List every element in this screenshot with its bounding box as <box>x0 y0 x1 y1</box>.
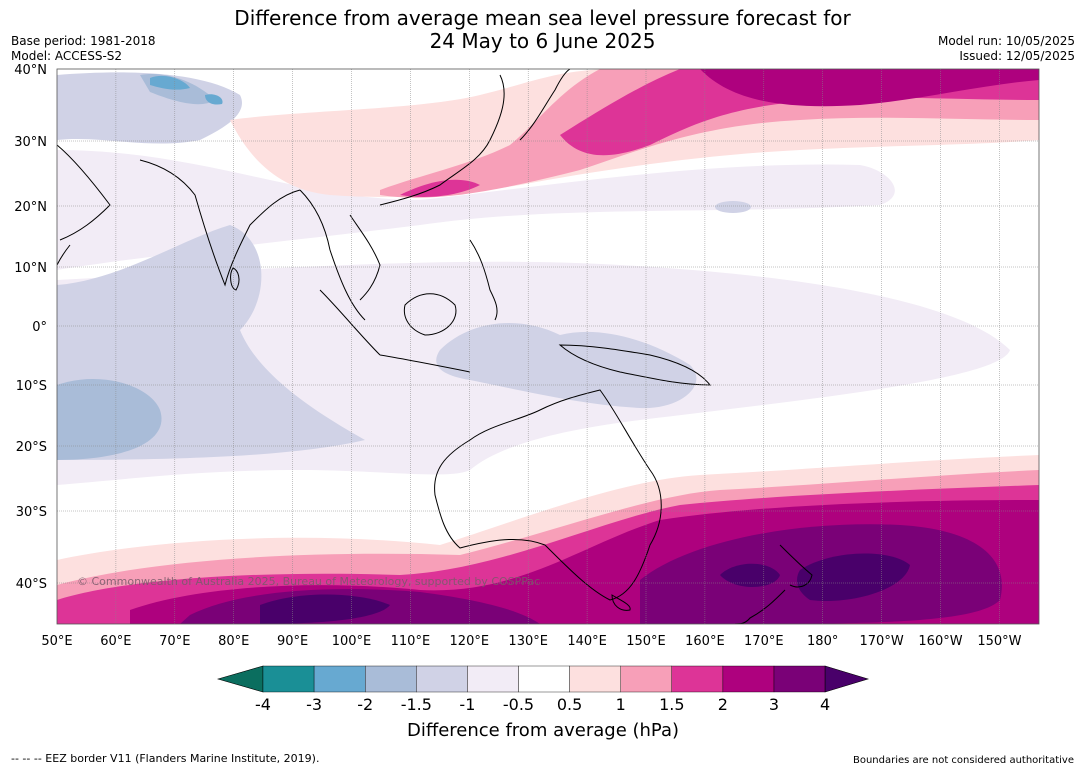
lon-label: 120°E <box>450 634 490 649</box>
lon-label: 150°W <box>977 634 1021 649</box>
lon-label: 170°E <box>744 634 784 649</box>
colorbar-segment <box>313 665 366 693</box>
colorbar-low-arrow <box>216 665 264 693</box>
lon-label: 50°E <box>41 634 72 649</box>
lon-label: 150°E <box>626 634 666 649</box>
pressure-anomaly-field <box>57 69 1039 624</box>
lon-label: 180° <box>807 634 838 649</box>
lon-label: 160°W <box>918 634 962 649</box>
colorbar-segment <box>722 665 775 693</box>
colorbar-segment <box>569 665 621 693</box>
eez-note: -- -- -- EEZ border V11 (Flanders Marine… <box>11 752 319 765</box>
map-title-line-1: Difference from average mean sea level p… <box>234 6 851 30</box>
map-title-line-2: 24 May to 6 June 2025 <box>429 29 656 53</box>
lon-label: 60°E <box>100 634 131 649</box>
lon-label: 130°E <box>508 634 548 649</box>
lon-label: 170°W <box>860 634 904 649</box>
lon-label: 160°E <box>685 634 725 649</box>
colorbar-tick: -2 <box>357 695 373 714</box>
lat-label: 20°S <box>16 440 47 455</box>
colorbar-tick: -3 <box>306 695 322 714</box>
colorbar-tick: 1 <box>616 695 626 714</box>
lat-label: 10°S <box>16 379 47 394</box>
colorbar-title: Difference from average (hPa) <box>407 720 679 741</box>
axis-labels: 50°E 60°E 70°E 80°E 90°E 100°E 110°E 120°E 130°E… <box>14 63 1021 649</box>
graticule <box>57 69 1039 624</box>
lat-label: 0° <box>32 320 47 335</box>
colorbar-tick: 2 <box>718 695 728 714</box>
colorbar-tick: -4 <box>255 695 271 714</box>
colorbar: -4 -3 -2 -1.5 -1 -0.5 0.5 1 1.5 2 3 4 <box>216 665 870 714</box>
colorbar-segment <box>671 665 724 693</box>
colorbar-tick: -0.5 <box>503 695 534 714</box>
colorbar-tick: -1.5 <box>401 695 432 714</box>
colorbar-high-arrow <box>824 665 870 693</box>
colorbar-tick: 1.5 <box>659 695 684 714</box>
colorbar-segment <box>365 665 417 693</box>
colorbar-tick: 3 <box>769 695 779 714</box>
copyright-text: © Commonwealth of Australia 2025, Bureau… <box>77 575 540 588</box>
lat-label: 40°N <box>14 63 47 78</box>
colorbar-segment <box>262 665 315 693</box>
lon-label: 140°E <box>567 634 607 649</box>
colorbar-segment <box>416 665 468 693</box>
lon-label: 70°E <box>159 634 190 649</box>
colorbar-tick: 4 <box>820 695 830 714</box>
lat-label: 40°S <box>16 577 47 592</box>
lat-label: 30°N <box>14 135 47 150</box>
model-label: Model: ACCESS-S2 <box>11 49 123 63</box>
colorbar-segment <box>620 665 673 693</box>
map-frame <box>56 68 1040 625</box>
issued-label: Issued: 12/05/2025 <box>959 49 1075 63</box>
lon-label: 90°E <box>277 634 308 649</box>
lat-label: 10°N <box>14 261 47 276</box>
model-run-label: Model run: 10/05/2025 <box>937 34 1075 48</box>
boundaries-note: Boundaries are not considered authoritat… <box>853 755 1074 766</box>
colorbar-segment <box>773 665 826 693</box>
lon-label: 110°E <box>391 634 431 649</box>
colorbar-segment <box>467 665 519 693</box>
colorbar-tick: -1 <box>459 695 475 714</box>
lon-label: 100°E <box>332 634 372 649</box>
lat-label: 30°S <box>16 505 47 520</box>
lat-label: 20°N <box>14 200 47 215</box>
colorbar-segment <box>518 665 570 693</box>
colorbar-tick: 0.5 <box>557 695 582 714</box>
lon-label: 80°E <box>218 634 249 649</box>
base-period-label: Base period: 1981-2018 <box>11 34 156 48</box>
